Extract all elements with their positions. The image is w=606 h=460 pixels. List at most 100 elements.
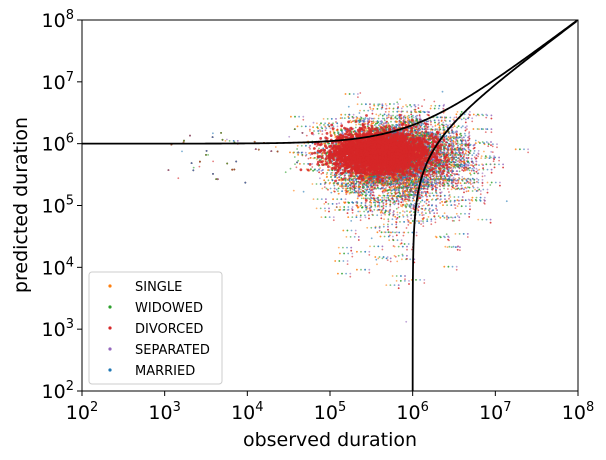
scatter-point: [338, 202, 341, 205]
scatter-point: [455, 268, 458, 271]
scatter-point: [381, 117, 384, 120]
scatter-point: [284, 171, 287, 174]
scatter-point: [359, 210, 361, 213]
scatter-point: [327, 179, 330, 182]
scatter-point: [417, 104, 420, 106]
scatter-point: [395, 231, 398, 234]
scatter-point: [391, 223, 393, 226]
scatter-point: [422, 204, 425, 207]
scatter-point: [296, 148, 298, 150]
scatter-point: [376, 263, 378, 266]
scatter-point: [394, 202, 397, 205]
scatter-point: [499, 181, 501, 184]
scatter-point: [380, 214, 383, 217]
scatter-point: [360, 268, 362, 271]
scatter-point: [468, 169, 471, 172]
scatter-point: [349, 189, 352, 192]
scatter-point: [470, 169, 473, 172]
scatter-point: [355, 185, 358, 188]
scatter-point: [408, 280, 410, 282]
scatter-point: [356, 103, 359, 106]
scatter-point: [359, 92, 362, 94]
scatter-point: [396, 213, 399, 216]
scatter-point: [357, 96, 359, 98]
scatter-point: [410, 207, 412, 210]
scatter-point: [332, 219, 335, 222]
scatter-point: [317, 132, 320, 135]
scatter-point: [320, 173, 323, 175]
scatter-point: [351, 211, 354, 214]
scatter-point: [443, 212, 446, 215]
scatter-point: [399, 212, 401, 214]
scatter-point: [383, 119, 386, 122]
scatter-point: [370, 191, 372, 194]
scatter-point: [465, 190, 468, 193]
scatter-point: [405, 227, 408, 229]
scatter-point: [421, 105, 423, 108]
scatter-point: [372, 117, 375, 120]
scatter-point: [387, 122, 390, 125]
scatter-point: [441, 90, 444, 93]
scatter-point: [369, 108, 372, 110]
scatter-point: [370, 237, 373, 240]
scatter-point: [387, 210, 389, 213]
scatter-point: [289, 167, 292, 170]
scatter-point: [399, 98, 401, 100]
scatter-point: [212, 160, 215, 163]
scatter-point: [302, 190, 305, 193]
scatter-point: [357, 210, 360, 213]
scatter-point: [474, 139, 477, 142]
scatter-point: [468, 131, 471, 134]
scatter-point: [439, 180, 442, 183]
scatter-point: [274, 146, 277, 148]
scatter-point: [443, 187, 445, 190]
scatter-point: [440, 183, 443, 186]
scatter-point: [226, 138, 228, 141]
scatter-point: [505, 200, 508, 203]
scatter-point: [307, 157, 310, 160]
scatter-point: [192, 166, 195, 169]
scatter-point: [312, 121, 315, 124]
scatter-point: [383, 117, 385, 120]
scatter-point: [449, 143, 452, 145]
scatter-point: [288, 135, 291, 138]
scatter-point: [452, 245, 455, 248]
scatter-point: [378, 103, 381, 106]
scatter-point: [461, 176, 464, 178]
scatter-point: [446, 246, 449, 249]
scatter-point: [305, 134, 308, 137]
scatter-point: [475, 167, 478, 170]
scatter-point: [410, 248, 413, 251]
scatter-point: [405, 320, 408, 323]
scatter-point: [486, 168, 489, 171]
scatter-point: [297, 159, 300, 162]
scatter-point: [427, 216, 430, 218]
scatter-point: [347, 105, 350, 108]
scatter-point: [403, 211, 406, 213]
scatter-point: [337, 192, 340, 195]
scatter-point: [445, 233, 448, 236]
scatter-point: [396, 101, 399, 104]
scatter-point: [498, 163, 500, 166]
scatter-point: [333, 184, 336, 187]
scatter-point: [396, 260, 399, 263]
scatter-point: [351, 206, 354, 208]
scatter-point: [177, 177, 180, 180]
scatter-point: [292, 189, 295, 192]
scatter-point: [335, 188, 338, 191]
scatter-point: [467, 186, 469, 189]
scatter-point: [327, 189, 329, 191]
scatter-point: [453, 220, 455, 222]
scatter-point: [394, 231, 396, 234]
scatter-point: [383, 235, 386, 238]
scatter-point: [395, 207, 398, 210]
scatter-point: [365, 209, 367, 211]
scatter-point: [458, 170, 461, 173]
scatter-point: [456, 215, 459, 217]
scatter-point: [475, 114, 478, 117]
scatter-point: [341, 117, 344, 119]
scatter-point: [445, 181, 448, 183]
scatter-point: [360, 250, 362, 253]
scatter-point: [486, 188, 489, 191]
